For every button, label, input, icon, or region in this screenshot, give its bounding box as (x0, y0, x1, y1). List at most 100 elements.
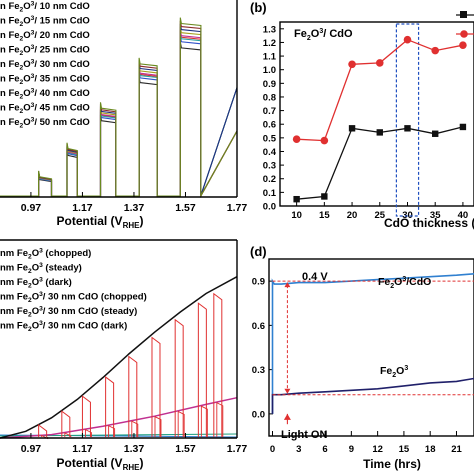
panel-a-x-tick-label: 1.17 (72, 202, 93, 214)
panel-b-point (320, 136, 329, 145)
panel-b-y-tick-label: 0.8 (263, 92, 276, 103)
panel-a-legend-entry: n Fe2O3/ 45 nm CdO (0, 102, 90, 115)
panel-d-series (271, 273, 474, 414)
panel-b: (b) Fe2O3/ CdO 0.00.10.20.30.40.50.60.70… (250, 0, 474, 230)
panel-d-guides (272, 280, 474, 425)
panel-c-chop-fe (64, 432, 72, 437)
panel-d: (d) 0.4 V 0.0 0.3 0.6 0.9 0 3 6 9 12 15 18 21 Fe2O… (250, 244, 474, 471)
panel-b-point (403, 35, 412, 44)
panel-c-chop-fe (84, 428, 92, 437)
panel-a-legend-entry: n Fe2O3/ 20 nm CdO (0, 30, 90, 43)
panel-d-y-tick-label: 0.6 (252, 321, 265, 332)
panel-c-chop-cdo (151, 336, 161, 437)
panel-b-x-tick-label: 15 (319, 210, 330, 221)
panel-c-xlabel: Potential (VRHE) (57, 456, 144, 472)
panel-b-point (321, 193, 328, 200)
panel-b-point (375, 59, 384, 67)
panel-a-legend-entry: n Fe2O3/ 35 nm CdO (0, 73, 90, 86)
panel-d-y-tick-label: 0.9 (252, 277, 265, 288)
panel-c-chop-fe (108, 425, 116, 437)
panel-c-legend-entry: nm Fe2O3/ 30 nm CdO (steady) (0, 306, 137, 319)
panel-c-chop-fe (154, 415, 162, 437)
panel-b-y-tick-label: 0.9 (263, 79, 276, 90)
panel-b-y-tick-label: 0.6 (263, 120, 276, 131)
panel-a-legend-entry: n Fe2O3/ 40 nm CdO (0, 88, 90, 101)
panel-c-x-tick-label: 0.97 (21, 443, 42, 455)
panel-d-series-label-cdo: Fe2O3/CdO (378, 276, 431, 290)
panel-c-legend-entry: nm Fe2O3 (dark) (0, 277, 72, 290)
panel-b-point (376, 129, 383, 136)
panel-b-point (292, 135, 301, 144)
panel-b-frame (279, 21, 474, 207)
panel-b-xlabel: CdO thickness ( (384, 216, 474, 230)
panel-c-chop-cdo (105, 376, 115, 437)
panel-a-trace (0, 17, 238, 198)
panel-d-title: 0.4 V (302, 271, 328, 283)
panel-d-x-tick-label: 3 (296, 444, 301, 455)
panel-a-x-tick-label: 1.57 (175, 202, 196, 214)
panel-b-point (432, 130, 439, 137)
panel-b-point (348, 125, 356, 132)
panel-d-x-tick-label: 15 (399, 444, 410, 455)
panel-b-point (404, 125, 411, 132)
panel-c-chop-cdo (81, 395, 91, 437)
panel-b-y-tick-label: 0.2 (263, 174, 276, 185)
panel-d-y-tick-label: 0.3 (252, 365, 265, 376)
panel-a-legend-entry: n Fe2O3/ 50 nm CdO (0, 117, 90, 130)
panel-b-y-tick-label: 0.7 (263, 106, 276, 117)
panel-c-traces (0, 276, 238, 440)
panel-c-chop-cdo (213, 292, 223, 437)
panel-d-y-ticks: 0.0 0.3 0.6 0.9 (252, 277, 273, 420)
panel-c-legend: nm Fe2O3 (chopped)nm Fe2O3 (steady) nm Fe… (0, 248, 147, 334)
panel-c-x-tick-label: 1.37 (124, 443, 145, 455)
panel-b-y-tick-label: 1.2 (263, 38, 276, 49)
panel-b-x-tick-label: 20 (347, 210, 358, 221)
panel-b-x-tick-label: 35 (430, 210, 441, 221)
panel-a-legend-entry: n Fe2O3/ 25 nm CdO (0, 44, 90, 57)
panel-c-x-tick-label: 1.77 (227, 443, 248, 455)
panel-c-chop-fe (177, 410, 185, 437)
panel-b-y-ticks: 0.0 0.1 0.2 0.3 0.4 0.5 0.6 0.7 0.8 0.9 1.0 1.1 1.2 1… (263, 24, 284, 213)
panel-b-label: (b) (250, 0, 267, 15)
panel-d-x-ticks: 0 3 6 9 12 15 18 21 (270, 431, 462, 455)
panel-b-y-tick-label: 1.1 (263, 52, 277, 63)
panel-d-series-line (271, 273, 474, 414)
panel-d-x-tick-label: 9 (349, 444, 354, 455)
panel-b-x-tick-label: 40 (458, 210, 469, 221)
panel-b-title: Fe2O3/ CdO (294, 28, 353, 42)
panel-a: 0.97 1.17 1.37 1.57 1.77 Potential (VRHE) n … (0, 0, 247, 230)
panel-d-xlabel: Time (hrs) (363, 457, 421, 471)
panel-d-series-label-fe: Fe2O3 (380, 365, 408, 379)
panel-b-highlight-box (395, 23, 420, 217)
panel-a-legend-entry: n Fe2O3/ 15 nm CdO (0, 15, 90, 28)
panel-b-point (431, 46, 440, 55)
panel-d-y-tick-label: 0.0 (252, 409, 265, 420)
panel-c-legend-entry: nm Fe2O3 (chopped) (0, 248, 91, 261)
panel-b-series (292, 35, 467, 203)
panel-b-y-tick-label: 0.5 (263, 133, 277, 144)
panel-d-series-line (271, 377, 474, 414)
panel-c: 0.97 1.17 1.37 1.57 1.77 Potential (VRHE) nm… (0, 239, 248, 472)
panel-c-legend-entry: nm Fe2O3/ 30 nm CdO (chopped) (0, 291, 147, 304)
panel-c-chop-cdo (38, 423, 48, 437)
panel-c-chop-cdo (61, 410, 71, 437)
panel-b-series-line (296, 126, 464, 200)
panel-c-legend-entry: nm Fe2O3/ 30 nm CdO (dark) (0, 320, 127, 333)
panel-c-chop-cdo (174, 318, 184, 437)
panel-b-x-tick-label: 25 (374, 210, 385, 221)
panel-a-xlabel: Potential (VRHE) (57, 214, 144, 230)
panel-b-x-tick-label: 10 (291, 210, 302, 221)
panel-c-chop-fe (200, 405, 208, 437)
panel-b-point (459, 41, 467, 49)
panel-a-x-ticks: 0.97 1.17 1.37 1.57 1.77 (21, 192, 248, 214)
panel-a-traces (0, 17, 238, 198)
panel-b-y-tick-label: 1.3 (263, 24, 276, 35)
panel-a-x-tick-label: 1.77 (227, 202, 248, 214)
panel-b-y-tick-label: 1.0 (263, 65, 276, 76)
panel-d-x-tick-label: 18 (425, 444, 436, 455)
panel-b-y-tick-label: 0.3 (263, 161, 276, 172)
panel-b-y-tick-label: 0.0 (263, 202, 276, 213)
panel-b-y-tick-label: 0.4 (263, 147, 277, 158)
